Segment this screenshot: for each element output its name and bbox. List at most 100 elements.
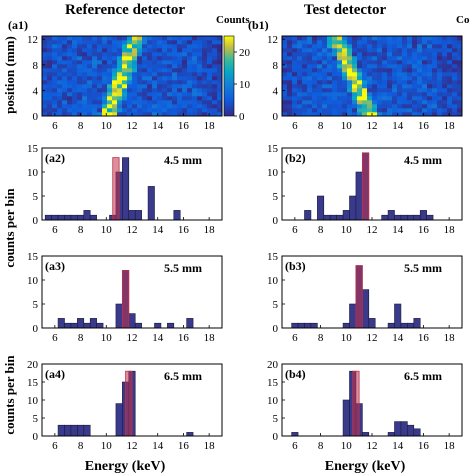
heatmap-cell: [332, 80, 338, 85]
x-tick-label: 6: [292, 440, 298, 452]
heatmap-cell: [57, 84, 63, 89]
heatmap-cell: [97, 64, 103, 69]
heatmap-cell: [327, 64, 333, 69]
heatmap-cell: [87, 96, 93, 101]
x-tick-label: 16: [178, 120, 190, 132]
plot-frame: [41, 255, 223, 329]
heatmap-cell: [322, 64, 328, 69]
heatmap-cell: [162, 108, 168, 113]
heatmap-cell: [337, 92, 343, 97]
heatmap-cell: [147, 56, 153, 61]
heatmap-cell: [207, 64, 213, 69]
heatmap-cell: [282, 36, 288, 41]
heatmap-cell: [132, 84, 138, 89]
heatmap-cell: [437, 64, 443, 69]
heatmap-cell: [52, 36, 58, 41]
heatmap-cell: [167, 76, 173, 81]
heatmap-cell: [322, 44, 328, 49]
heatmap-cell: [47, 108, 53, 113]
heatmap-cell: [152, 56, 158, 61]
bar: [413, 214, 421, 221]
heatmap-cell: [397, 36, 403, 41]
heatmap-cell: [392, 84, 398, 89]
heatmap-cell: [202, 100, 208, 105]
heatmap-cell: [137, 48, 143, 53]
heatmap-cell: [422, 108, 428, 113]
heatmap-cell: [337, 52, 343, 57]
heatmap-cell: [442, 104, 448, 109]
heatmap-cell: [407, 100, 413, 105]
heatmap-cell: [347, 92, 353, 97]
heatmap-cell: [197, 60, 203, 65]
heatmap-cell: [202, 104, 208, 109]
heatmap-cell: [77, 64, 83, 69]
x-tick-label: 18: [444, 120, 456, 132]
heatmap-cell: [347, 112, 353, 117]
heatmap-cell: [117, 40, 123, 45]
heatmap-cell: [402, 112, 408, 117]
heatmap-cell: [322, 48, 328, 53]
heatmap-cell: [112, 48, 118, 53]
heatmap-cell: [397, 68, 403, 73]
heatmap-cell: [177, 56, 183, 61]
heatmap-cell: [152, 108, 158, 113]
heatmap-cell: [447, 92, 453, 97]
heatmap-cell: [322, 108, 328, 113]
heatmap-cell: [302, 40, 308, 45]
reference-bar: [112, 157, 120, 221]
heatmap-cell: [212, 92, 218, 97]
x-tick-label: 8: [318, 120, 324, 132]
heatmap-cell: [372, 48, 378, 53]
heatmap-cell: [127, 52, 133, 57]
heatmap-cell: [112, 88, 118, 93]
heatmap-cell: [337, 48, 343, 53]
heatmap-cell: [212, 96, 218, 101]
heatmap-cell: [77, 76, 83, 81]
heatmap-cell: [42, 36, 48, 41]
heatmap-cell: [97, 40, 103, 45]
heatmap-cell: [382, 84, 388, 89]
bar: [173, 210, 181, 221]
heatmap-cell: [412, 40, 418, 45]
heatmap-cell: [297, 56, 303, 61]
heatmap-cell: [142, 76, 148, 81]
heatmap-cell: [162, 84, 168, 89]
heatmap-cell: [52, 84, 58, 89]
heatmap-cell: [147, 76, 153, 81]
x-tick-label: 16: [178, 440, 190, 452]
heatmap-cell: [357, 108, 363, 113]
heatmap-cell: [437, 68, 443, 73]
bar: [419, 210, 427, 221]
heatmap-cell: [317, 104, 323, 109]
heatmap-cell: [357, 84, 363, 89]
heatmap-cell: [42, 44, 48, 49]
plot-frame: [41, 147, 223, 221]
heatmap-cell: [97, 108, 103, 113]
heatmap-cell: [142, 108, 148, 113]
heatmap-cell: [397, 104, 403, 109]
heatmap-cell: [407, 76, 413, 81]
heatmap-cell: [197, 64, 203, 69]
x-tick-label: 12: [367, 224, 378, 236]
heatmap-cell: [167, 52, 173, 57]
heatmap-cell: [402, 108, 408, 113]
heatmap-cell: [92, 80, 98, 85]
heatmap-cell: [402, 56, 408, 61]
heatmap-cell: [352, 52, 358, 57]
heatmap-cell: [177, 52, 183, 57]
heatmap-cell: [412, 88, 418, 93]
heatmap-cell: [92, 108, 98, 113]
heatmap-cell: [337, 56, 343, 61]
heatmap-cell: [187, 52, 193, 57]
heatmap-cell: [207, 40, 213, 45]
heatmap-cell: [202, 36, 208, 41]
heatmap-cell: [312, 56, 318, 61]
heatmap-cell: [142, 72, 148, 77]
bar: [349, 303, 357, 329]
heatmap-cell: [362, 76, 368, 81]
heatmap-cell: [452, 72, 458, 77]
heatmap-cell: [392, 52, 398, 57]
heatmap-cell: [397, 108, 403, 113]
x-tick-label: 10: [101, 332, 113, 344]
heatmap-cell: [187, 36, 193, 41]
